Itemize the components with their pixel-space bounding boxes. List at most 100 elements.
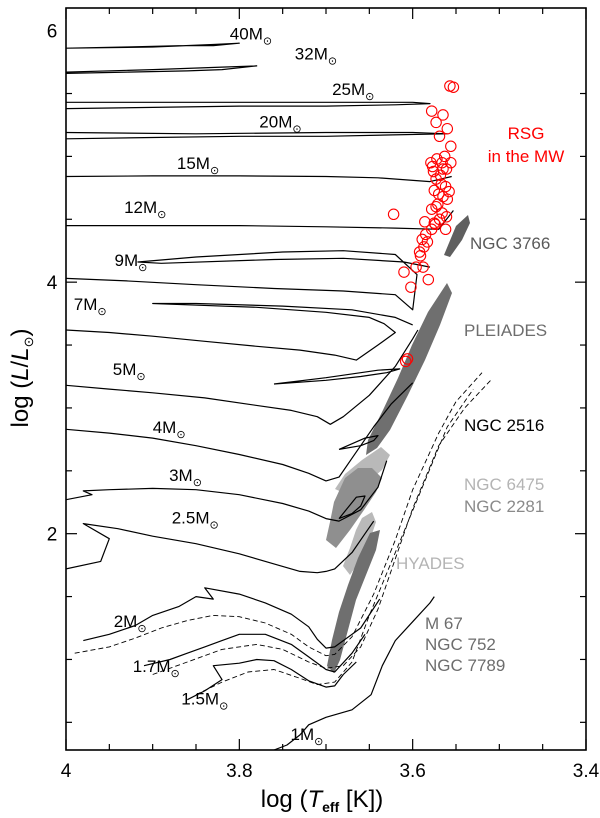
- rsg-point: [438, 150, 451, 163]
- ngc3766-band: [444, 215, 470, 257]
- rsg-point: [414, 250, 427, 262]
- rsg-point: [430, 116, 442, 129]
- mass-label: 4M⊙: [153, 418, 186, 441]
- track-5M-loop: [273, 368, 401, 385]
- track-1M: [273, 596, 435, 750]
- x-tick-label: 3.8: [226, 761, 252, 782]
- cluster-bands: [326, 215, 470, 673]
- rsg-point: [410, 261, 422, 273]
- mass-label: 1.5M⊙: [181, 690, 228, 713]
- mass-label: 7M⊙: [74, 295, 107, 318]
- rsg-point: [441, 193, 454, 205]
- cluster-label-pleiades: PLEIADES: [464, 321, 547, 340]
- rsg-point: [419, 216, 431, 228]
- rsg-point: [405, 281, 417, 293]
- cluster-label-ngc2281: NGC 2281: [464, 497, 544, 516]
- rsg-point: [434, 169, 447, 182]
- track-1_5M-dashed: [195, 388, 474, 696]
- x-tick-label: 3.6: [399, 761, 425, 782]
- ngc2281-band: [326, 468, 382, 548]
- mass-label: 1M⊙: [291, 725, 324, 748]
- mass-label: 3M⊙: [169, 466, 202, 489]
- rsg-point: [416, 233, 428, 246]
- rsg-point: [425, 156, 437, 169]
- rsg-point: [443, 185, 455, 198]
- cluster-label-ngc2516: NGC 2516: [464, 416, 544, 435]
- rsg-points: [387, 80, 460, 368]
- rsg-point: [447, 81, 460, 93]
- track-3M-loop: [338, 495, 366, 520]
- rsg-point: [425, 105, 438, 117]
- mass-label: 20M⊙: [259, 113, 301, 136]
- x-axis-label: log (Teff [K]): [261, 786, 384, 815]
- x-tick-label: 4: [61, 761, 72, 782]
- mass-label: 2.5M⊙: [172, 509, 219, 532]
- track-7M: [66, 302, 413, 361]
- rsg-point: [429, 218, 441, 231]
- mass-label: 2M⊙: [114, 612, 147, 635]
- rsg-point: [439, 223, 452, 236]
- rsg-point: [417, 261, 429, 273]
- mass-label: 9M⊙: [115, 251, 148, 274]
- track-3M: [66, 460, 388, 522]
- track-1_5M: [187, 658, 357, 701]
- cluster-label-ngc3766: NGC 3766: [470, 234, 550, 253]
- rsg-point: [430, 200, 442, 213]
- track-4M-loop: [338, 435, 379, 450]
- cluster-label-ngc6475: NGC 6475: [464, 475, 544, 494]
- mass-labels: 40M⊙ 32M⊙ 25M⊙ 20M⊙ 15M⊙ 12M⊙ 9M⊙ 7M⊙ 5M⊙ 4M⊙ 3M⊙ 2…: [74, 24, 375, 748]
- mass-label: 25M⊙: [332, 80, 374, 103]
- rsg-label-line2: in the MW: [488, 147, 565, 166]
- cluster-label-ngc7789: NGC 7789: [425, 656, 505, 675]
- hyades-band: [343, 512, 376, 575]
- mass-label: 1.7M⊙: [133, 657, 180, 680]
- rsg-point: [399, 355, 412, 368]
- rsg-label-line1: RSG: [508, 124, 545, 143]
- track-1_7M-dashed: [152, 379, 492, 675]
- y-axis-label: log (L/L⊙): [7, 329, 36, 428]
- rsg-point: [437, 163, 449, 175]
- rsg-point: [422, 273, 435, 286]
- rsg-point: [441, 122, 454, 135]
- rsg-point: [440, 163, 453, 175]
- y-tick-label: 4: [47, 273, 58, 294]
- rsg-point: [445, 140, 457, 153]
- rsg-point: [428, 217, 441, 229]
- track-15M: [66, 175, 452, 183]
- track-20M: [66, 131, 448, 140]
- mass-label: 32M⊙: [295, 45, 337, 68]
- axis-tick-labels: 4 3.8 3.6 3.4 2 4 6: [47, 22, 600, 782]
- track-32M: [66, 65, 258, 74]
- mass-label: 5M⊙: [113, 360, 146, 383]
- rsg-point: [436, 156, 448, 169]
- evolutionary-tracks: [66, 42, 492, 750]
- x-tick-label: 3.4: [573, 761, 600, 782]
- pleiades-band: [366, 283, 452, 455]
- cluster-label-hyades: HYADES: [396, 554, 465, 573]
- mass-label: 12M⊙: [124, 198, 166, 221]
- track-25M: [66, 101, 431, 110]
- m67-band: [327, 530, 380, 673]
- track-4M: [66, 382, 414, 482]
- rsg-point: [437, 109, 449, 121]
- rsg-point: [445, 156, 457, 169]
- rsg-point: [398, 266, 410, 278]
- track-2M-dashed: [74, 372, 483, 657]
- mass-label: 40M⊙: [230, 24, 272, 47]
- axis-ticks: [65, 8, 587, 750]
- y-tick-label: 6: [47, 22, 58, 43]
- track-9M: [66, 250, 431, 311]
- track-5M: [66, 329, 419, 425]
- rsg-point: [428, 184, 441, 197]
- cluster-label-ngc752: NGC 752: [425, 635, 496, 654]
- cluster-label-m67: M 67: [425, 614, 463, 633]
- mass-label: 15M⊙: [177, 154, 219, 177]
- rsg-point: [436, 207, 448, 219]
- rsg-point: [387, 208, 400, 221]
- track-2_5M: [66, 520, 375, 574]
- rsg-point: [433, 130, 446, 143]
- rsg-point: [401, 353, 414, 365]
- track-12M: [66, 210, 454, 230]
- track-40M: [66, 42, 240, 49]
